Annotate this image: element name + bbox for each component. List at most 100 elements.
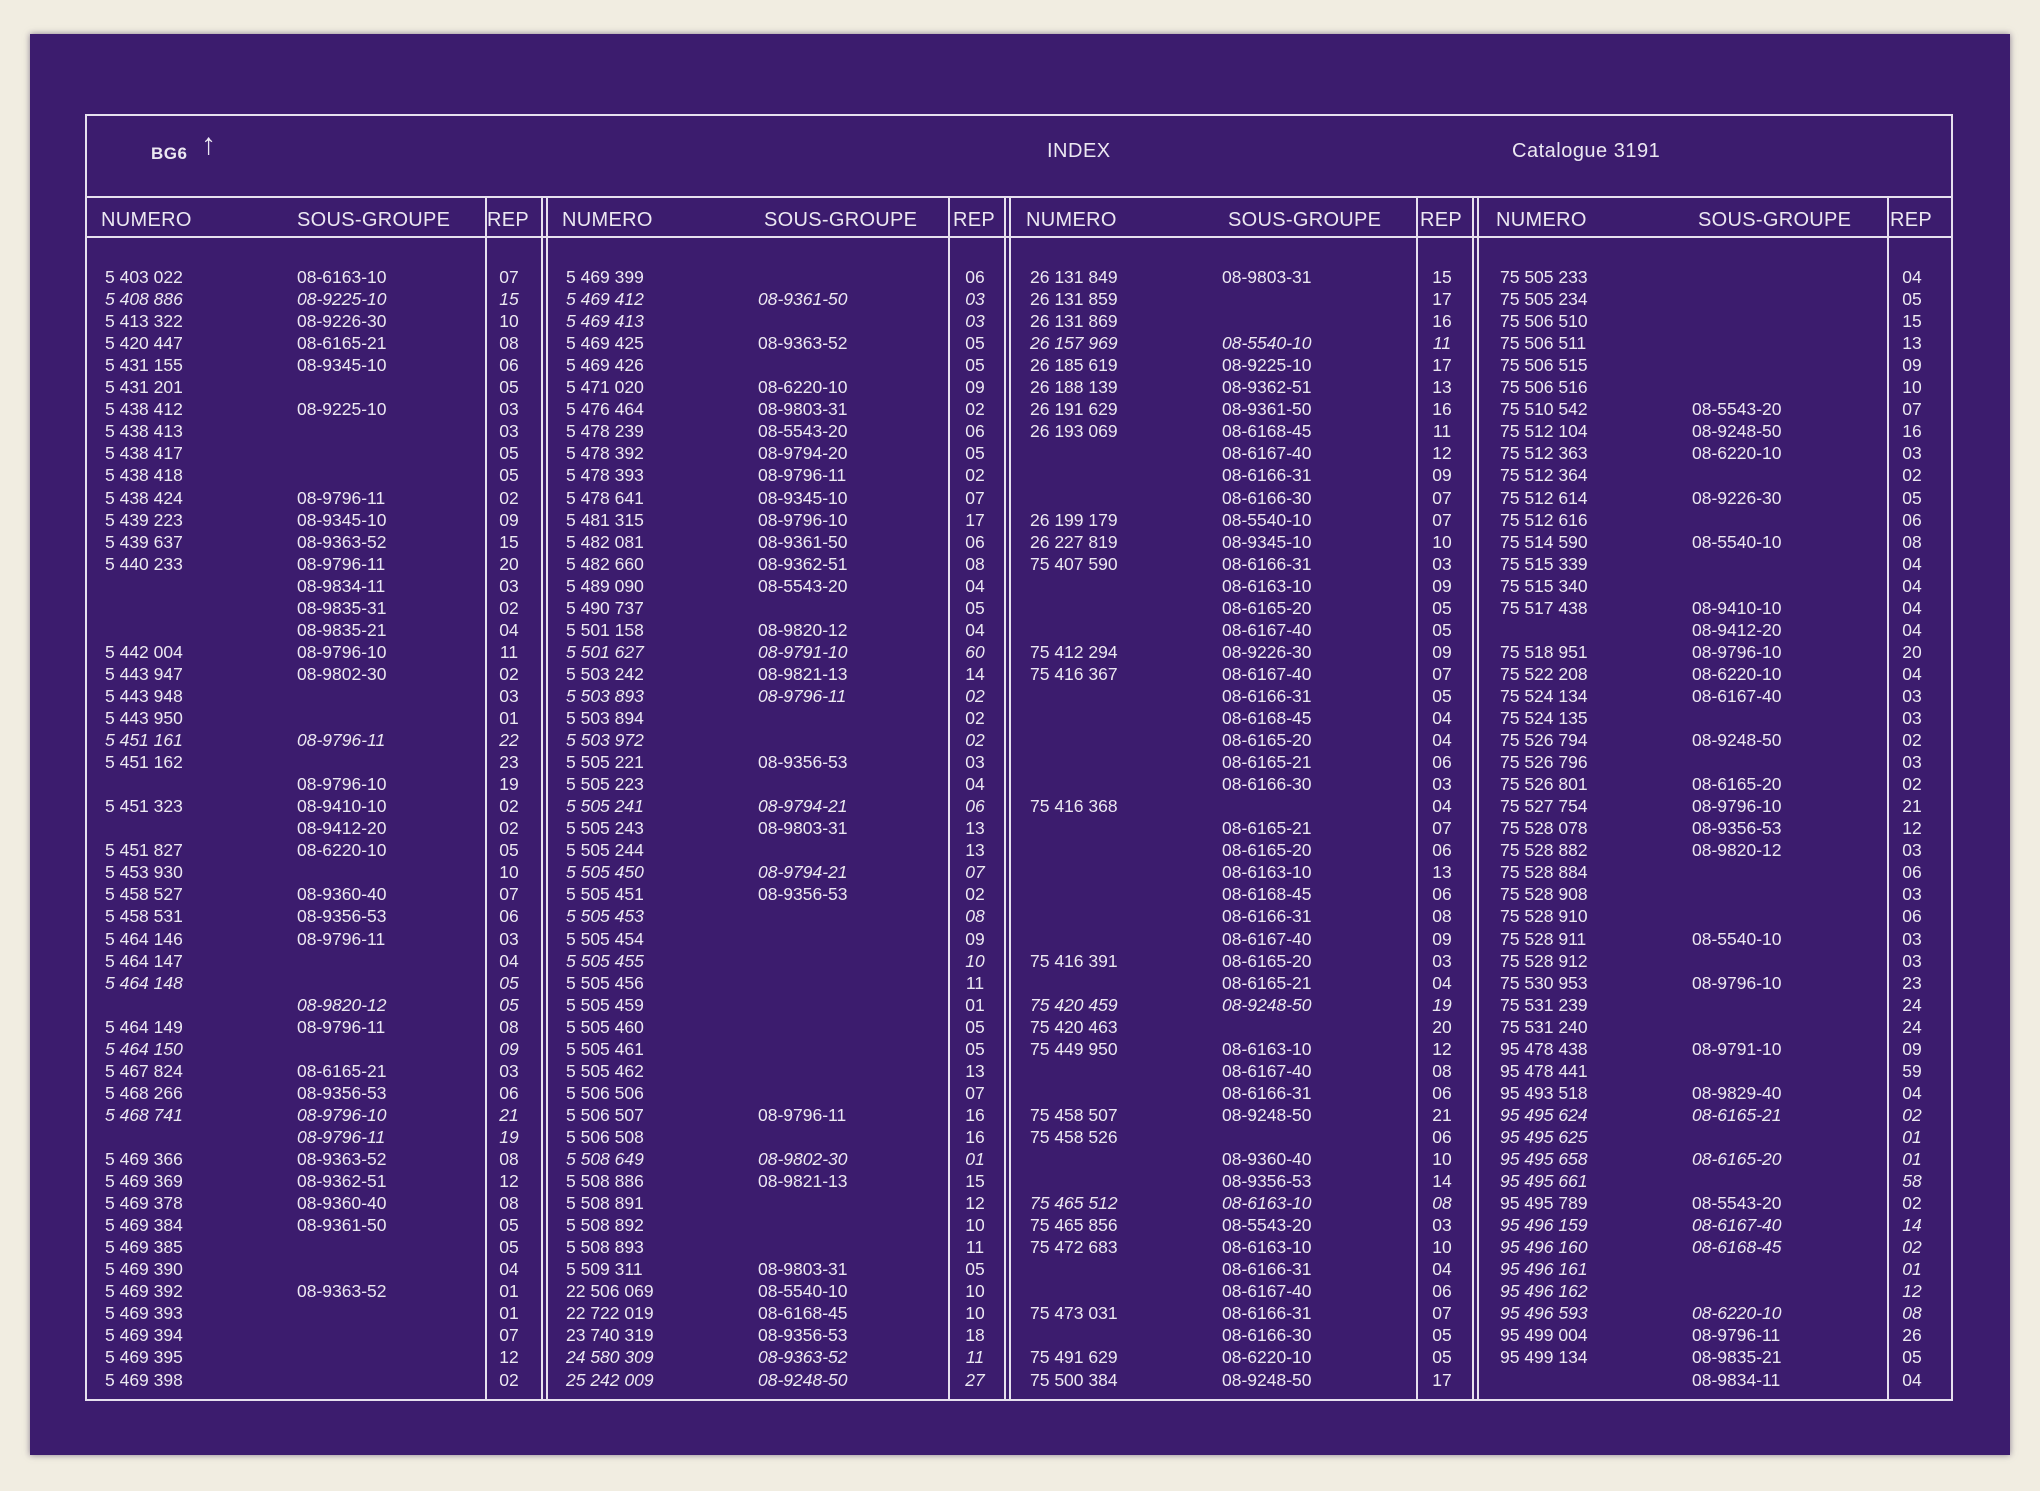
rep-number: 17 [1432,289,1452,310]
sub-group: 08-9363-52 [297,1281,387,1302]
rep-number: 05 [499,377,519,398]
sub-group: 08-6167-40 [1692,1215,1782,1236]
sub-group: 08-6166-30 [1222,487,1312,508]
sub-group: 08-9796-10 [1692,641,1782,662]
rep-number: 10 [499,862,519,883]
rep-number: 02 [499,663,519,684]
sub-group: 08-5543-20 [758,575,848,596]
part-number: 26 131 869 [1030,311,1118,332]
sub-group: 08-9796-11 [758,465,847,486]
rep-number: 58 [1902,1171,1922,1192]
part-number: 5 505 244 [566,840,644,861]
column-divider [1472,198,1479,1399]
sub-group: 08-9356-53 [758,1325,848,1346]
sub-group: 08-9835-21 [1692,1347,1782,1368]
sub-group: 08-9820-12 [758,619,848,640]
part-number: 75 458 526 [1030,1126,1118,1147]
rep-number: 13 [965,840,985,861]
part-number: 5 469 412 [566,289,644,310]
rep-number: 10 [1432,531,1452,552]
part-number: 5 478 641 [566,487,644,508]
sub-group: 08-9835-31 [297,597,387,618]
rep-number: 02 [499,597,519,618]
part-number: 22 722 019 [566,1303,654,1324]
rep-number: 01 [965,1149,985,1169]
rep-number: 03 [499,421,519,442]
rep-number: 03 [1432,950,1452,971]
part-number: 5 478 239 [566,421,644,442]
part-number: 75 515 340 [1500,575,1588,596]
rep-number: 04 [965,774,985,795]
rep-number: 03 [499,575,519,596]
part-number: 75 526 796 [1500,752,1588,773]
part-number: 75 416 368 [1030,796,1118,817]
part-number: 75 524 135 [1500,708,1588,728]
sub-group: 08-9796-10 [297,641,387,662]
rep-number: 07 [1902,399,1922,420]
part-number: 75 458 507 [1030,1104,1118,1125]
rep-number: 05 [1432,1325,1452,1346]
part-number: 5 451 162 [105,752,183,773]
rep-number: 17 [1432,355,1452,376]
rep-number: 03 [499,399,519,420]
rep-number: 07 [1432,487,1452,508]
rep-number: 11 [965,1237,985,1258]
part-number: 5 431 201 [105,377,183,398]
rep-number: 09 [1902,1038,1922,1059]
rep-number: 20 [499,553,519,574]
sub-group: 08-9796-11 [297,928,386,949]
index-table: BG6 ↑ INDEX Catalogue 3191 NUMERO SOUS-GR… [85,114,1953,1401]
rep-number: 06 [965,531,985,552]
rep-number: 02 [1902,1193,1922,1214]
part-number: 5 408 886 [105,289,183,310]
sub-group: 08-6220-10 [297,840,387,861]
sub-group: 08-9345-10 [1222,531,1312,552]
part-number: 75 472 683 [1030,1237,1118,1258]
part-number: 75 512 364 [1500,465,1588,486]
rep-number: 03 [1902,443,1922,464]
part-number: 95 495 624 [1500,1104,1588,1125]
rep-number: 06 [965,267,985,287]
sub-group: 08-9796-11 [297,730,386,751]
sub-group: 08-9796-11 [297,1126,386,1147]
part-number: 5 438 413 [105,421,183,442]
sub-group: 08-6167-40 [1692,685,1782,706]
rep-number: 05 [965,597,985,618]
rep-number: 15 [1432,267,1452,287]
rep-number: 09 [499,1038,519,1059]
part-number: 23 740 319 [566,1325,654,1346]
rep-number: 03 [1432,774,1452,795]
rep-number: 04 [1902,553,1922,574]
sub-group: 08-6167-40 [1222,1281,1312,1302]
sub-group: 08-6166-31 [1222,1082,1312,1103]
rep-number: 08 [499,1149,519,1169]
part-number: 75 526 794 [1500,730,1588,751]
sub-group: 08-6163-10 [1222,1237,1312,1258]
rep-number: 08 [1432,1193,1452,1214]
part-number: 75 412 294 [1030,641,1118,662]
rep-number: 07 [499,267,519,287]
rep-number: 03 [1902,708,1922,728]
part-number: 75 506 511 [1500,333,1587,354]
part-number: 26 185 619 [1030,355,1118,376]
part-number: 5 505 450 [566,862,644,883]
rep-number: 03 [965,289,985,310]
rep-number: 05 [1902,289,1922,310]
part-number: 5 469 425 [566,333,644,354]
part-number: 5 464 149 [105,1016,183,1037]
part-number: 5 464 150 [105,1038,183,1059]
part-number: 5 451 323 [105,796,183,817]
rep-number: 04 [1902,575,1922,596]
sub-group: 08-6165-21 [1692,1104,1782,1125]
part-number: 5 458 527 [105,884,183,905]
rep-number: 04 [1902,597,1922,618]
sub-group: 08-9802-30 [297,663,387,684]
rep-number: 13 [1432,862,1452,883]
part-number: 95 496 593 [1500,1303,1588,1324]
part-number: 5 469 413 [566,311,644,332]
header-rep: REP [487,209,530,231]
part-number: 75 506 510 [1500,311,1588,332]
sub-group: 08-5543-20 [1222,1215,1312,1236]
rep-number: 05 [965,1038,985,1059]
part-number: 5 508 649 [566,1149,644,1169]
